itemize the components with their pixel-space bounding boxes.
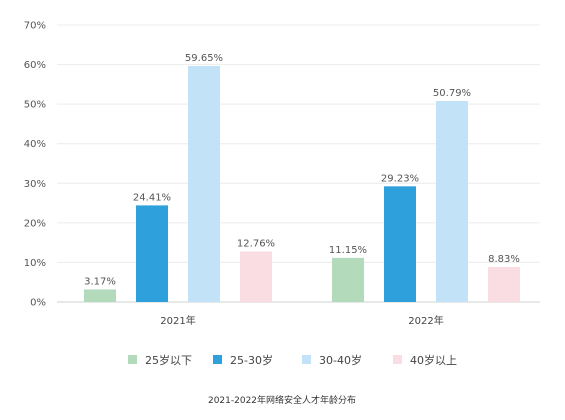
x-category-label: 2022年 xyxy=(408,314,443,327)
y-tick-label: 40% xyxy=(24,139,46,150)
y-tick-label: 0% xyxy=(30,298,46,309)
bar xyxy=(136,205,168,302)
y-tick-label: 60% xyxy=(24,60,46,71)
data-label: 29.23% xyxy=(381,173,419,184)
data-label: 12.76% xyxy=(237,239,275,250)
bars xyxy=(84,65,520,303)
bar xyxy=(188,65,220,303)
bar xyxy=(332,257,364,302)
y-axis: 0% 10% 20% 30% 40% 50% 60% 70% xyxy=(24,21,46,309)
legend-label: 30-40岁 xyxy=(319,353,362,367)
chart-caption: 2021-2022年网络安全人才年龄分布 xyxy=(208,394,356,406)
x-category-label: 2021年 xyxy=(160,314,195,327)
bar xyxy=(384,186,416,302)
legend-swatch xyxy=(213,355,222,364)
y-tick-label: 70% xyxy=(24,21,46,32)
data-label: 8.83% xyxy=(488,254,520,265)
data-labels: 3.17% 24.41% 59.65% 12.76% 11.15% 29.23% 50.79… xyxy=(84,53,520,287)
legend-label: 25-30岁 xyxy=(230,353,273,367)
y-tick-label: 20% xyxy=(24,218,46,229)
bar xyxy=(84,289,116,302)
x-axis: 2021年 2022年 xyxy=(160,314,443,327)
data-label: 50.79% xyxy=(433,88,471,99)
bar xyxy=(240,251,272,302)
legend-swatch xyxy=(393,355,402,364)
y-tick-label: 10% xyxy=(24,258,46,269)
legend-swatch xyxy=(302,355,311,364)
legend-label: 25岁以下 xyxy=(145,353,192,367)
data-label: 11.15% xyxy=(329,245,367,256)
legend: 25岁以下 25-30岁 30-40岁 40岁以上 xyxy=(128,353,457,367)
bar xyxy=(436,101,468,302)
data-label: 3.17% xyxy=(84,276,116,287)
y-tick-label: 30% xyxy=(24,179,46,190)
bar xyxy=(488,267,520,302)
data-label: 24.41% xyxy=(133,192,171,203)
y-tick-label: 50% xyxy=(24,100,46,111)
legend-swatch xyxy=(128,355,137,364)
data-label: 59.65% xyxy=(185,53,223,64)
legend-label: 40岁以上 xyxy=(410,353,457,367)
